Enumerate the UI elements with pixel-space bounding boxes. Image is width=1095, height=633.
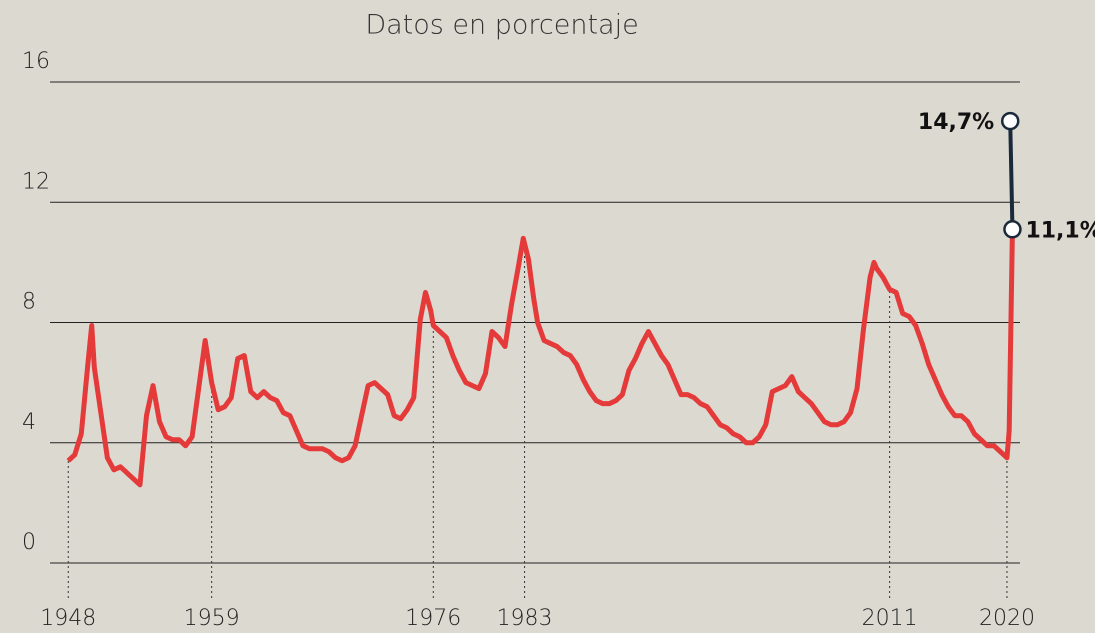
y-tick-label: 0 bbox=[22, 530, 36, 555]
series-line bbox=[1008, 121, 1015, 230]
y-tick-label: 16 bbox=[22, 49, 50, 74]
value-label: 14,7% bbox=[918, 110, 994, 135]
series-line bbox=[66, 229, 1015, 488]
x-tick-label: 2011 bbox=[862, 606, 918, 631]
x-tick-label: 1948 bbox=[40, 606, 96, 631]
x-tick-label: 1976 bbox=[405, 606, 461, 631]
x-tick-label: 2020 bbox=[979, 606, 1035, 631]
y-tick-label: 8 bbox=[22, 290, 36, 315]
y-tick-label: 12 bbox=[22, 169, 50, 194]
x-tick-label: 1959 bbox=[184, 606, 240, 631]
x-tick-label: 1983 bbox=[497, 606, 553, 631]
y-tick-label: 4 bbox=[22, 410, 36, 435]
chart-title: Datos en porcentaje bbox=[365, 10, 638, 41]
point bbox=[1003, 220, 1022, 239]
point bbox=[1000, 111, 1020, 131]
value-label: 11,1% bbox=[1025, 218, 1095, 243]
